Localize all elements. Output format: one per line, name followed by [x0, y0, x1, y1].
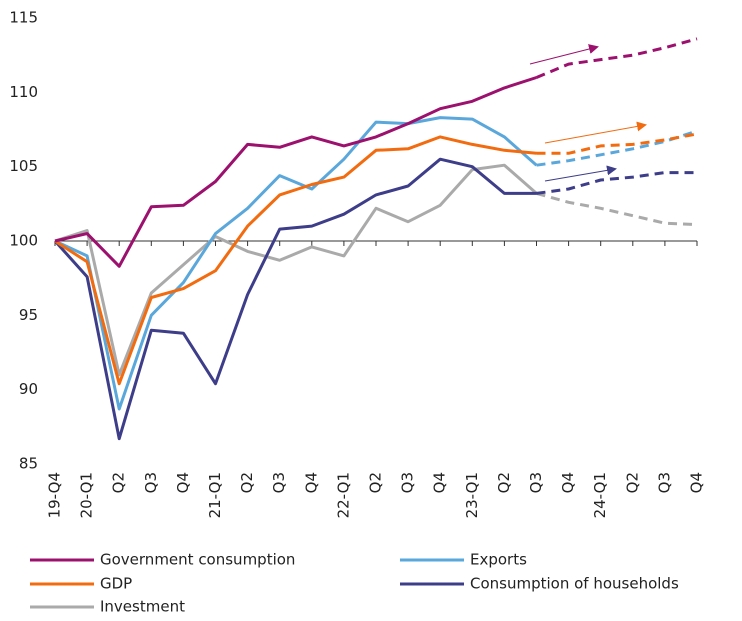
x-tick-label: 23-Q1: [463, 472, 481, 518]
legend-label: Consumption of households: [470, 575, 679, 593]
x-tick-label: Q4: [559, 472, 577, 493]
x-tick-label: Q3: [399, 472, 417, 493]
legend-label: Investment: [100, 598, 185, 616]
x-tick-label: Q2: [367, 472, 385, 493]
x-tick-label: Q3: [270, 472, 288, 493]
forecast-line: [536, 129, 698, 167]
series-line: [54, 116, 538, 411]
series-line: [54, 76, 537, 268]
legend-label: Government consumption: [100, 551, 295, 569]
y-tick-label: 115: [9, 9, 38, 27]
x-tick-label: 20-Q1: [78, 472, 96, 518]
x-tick-label: 22-Q1: [334, 472, 352, 518]
forecast-line: [535, 37, 698, 79]
x-tick-label: Q4: [302, 472, 320, 493]
trend-arrow: [529, 44, 599, 65]
series-line: [54, 163, 538, 377]
x-tick-label: Q2: [238, 472, 256, 493]
y-tick-label: 85: [19, 455, 38, 473]
x-tick-label: 19-Q4: [46, 472, 64, 518]
x-tick-label: 24-Q1: [591, 472, 609, 518]
x-tick-label: Q2: [495, 472, 513, 493]
x-tick-label: Q3: [527, 472, 545, 493]
series-line: [54, 135, 537, 386]
y-tick-label: 110: [9, 83, 38, 101]
y-tick-label: 100: [9, 232, 38, 250]
x-tick-label: Q4: [431, 472, 449, 493]
y-tick-label: 105: [9, 157, 38, 175]
y-tick-label: 90: [19, 380, 38, 398]
series-line: [53, 157, 537, 441]
y-tick-label: 95: [19, 306, 38, 324]
forecast-line: [536, 171, 697, 195]
forecast-line: [536, 191, 698, 227]
x-tick-label: Q2: [110, 472, 128, 493]
x-tick-label: Q4: [174, 472, 192, 493]
x-tick-label: Q2: [623, 472, 641, 493]
x-tick-label: Q3: [655, 472, 673, 493]
x-tick-label: Q4: [688, 472, 706, 493]
legend-label: Exports: [470, 551, 527, 569]
forecast-line: [536, 132, 698, 155]
trend-arrow: [544, 121, 647, 144]
legend-label: GDP: [100, 575, 132, 593]
x-tick-label: 21-Q1: [206, 472, 224, 518]
trend-arrow: [544, 165, 617, 182]
x-tick-label: Q3: [142, 472, 160, 493]
